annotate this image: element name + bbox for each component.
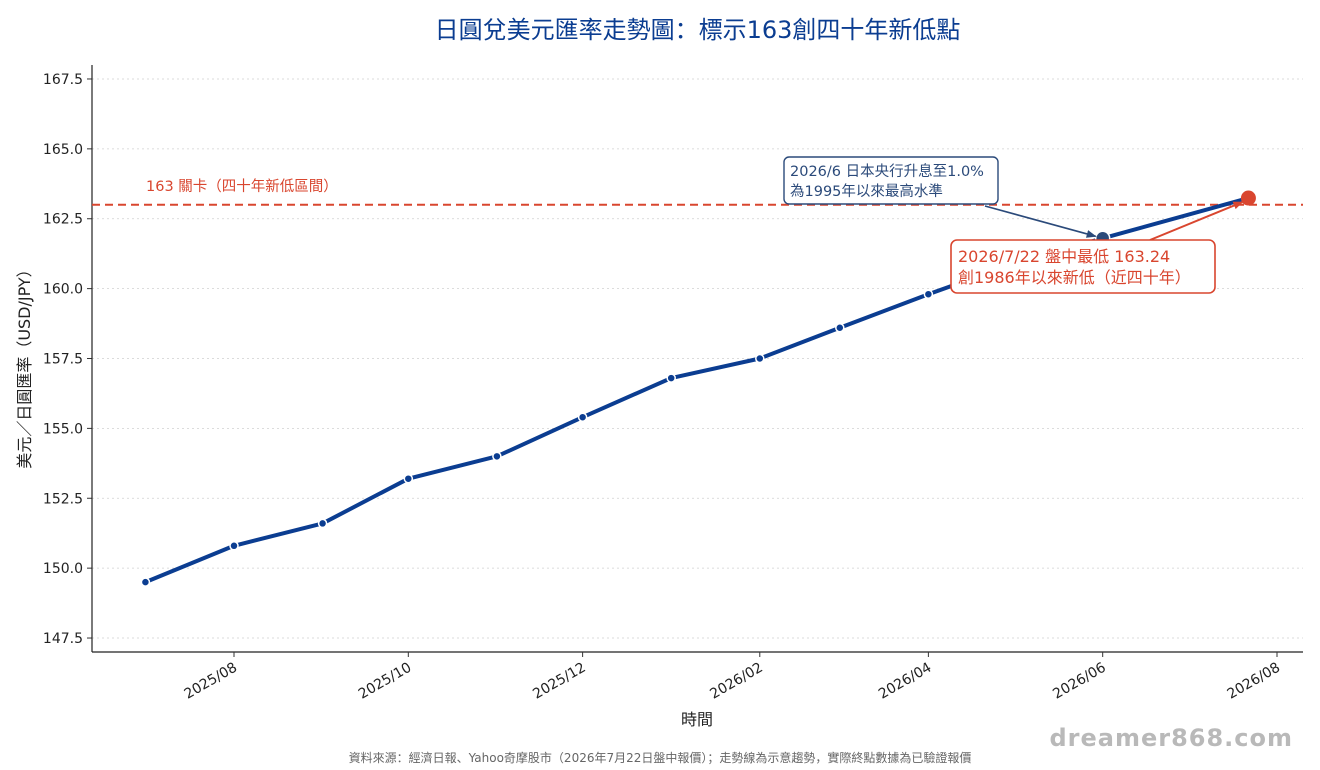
data-point <box>317 518 328 529</box>
y-tick-label: 167.5 <box>43 72 83 88</box>
annotation-arrow-low <box>1149 201 1244 241</box>
annotation-low-line-1: 2026/7/22 盤中最低 163.24 <box>958 247 1170 266</box>
y-tick-label: 150.0 <box>43 561 83 577</box>
watermark: dreamer868.com <box>1049 724 1293 752</box>
y-tick-label: 152.5 <box>43 491 83 507</box>
x-tick-label: 2026/08 <box>1225 660 1283 703</box>
x-tick-label: 2026/06 <box>1050 660 1108 703</box>
y-tick-label: 147.5 <box>43 631 83 647</box>
chart-title: 日圓兌美元匯率走勢圖：標示163創四十年新低點 <box>434 16 961 44</box>
x-axis-label: 時間 <box>681 710 713 729</box>
data-point <box>755 353 765 364</box>
y-tick-label: 157.5 <box>43 352 83 368</box>
record-low-point <box>1240 190 1256 206</box>
data-point <box>229 541 239 551</box>
y-tick-label: 155.0 <box>43 421 83 437</box>
y-tick-label: 165.0 <box>43 142 83 158</box>
reference-line-label: 163 關卡（四十年新低區間） <box>146 178 338 195</box>
y-tick-label: 162.5 <box>43 212 83 228</box>
data-source-note: 資料來源：經濟日報、Yahoo奇摩股市（2026年7月22日盤中報價）；走勢線為… <box>348 751 972 765</box>
data-point <box>835 323 845 333</box>
annotation-box-low <box>950 239 1216 294</box>
x-tick-label: 2025/12 <box>530 660 588 703</box>
x-tick-label: 2026/04 <box>876 660 934 703</box>
data-point <box>577 412 588 422</box>
annotation-box-boj <box>783 156 999 205</box>
y-axis-label: 美元／日圓匯率（USD/JPY） <box>15 261 34 468</box>
data-point <box>666 373 676 383</box>
annotation-low-line-2: 創1986年以來新低（近四十年） <box>958 268 1191 287</box>
annotation-boj-line-2: 為1995年以來最高水準 <box>790 183 943 200</box>
annotation-arrow-boj <box>984 205 1097 238</box>
x-tick-label: 2026/02 <box>707 660 765 703</box>
data-point <box>140 577 151 587</box>
annotation-boj-line-1: 2026/6 日本央行升息至1.0% <box>790 163 984 180</box>
data-point <box>492 451 502 462</box>
data-point <box>403 473 414 484</box>
x-tick-label: 2025/10 <box>356 660 414 703</box>
y-tick-label: 160.0 <box>43 282 83 298</box>
x-tick-label: 2025/08 <box>182 660 240 703</box>
data-point <box>923 289 934 299</box>
